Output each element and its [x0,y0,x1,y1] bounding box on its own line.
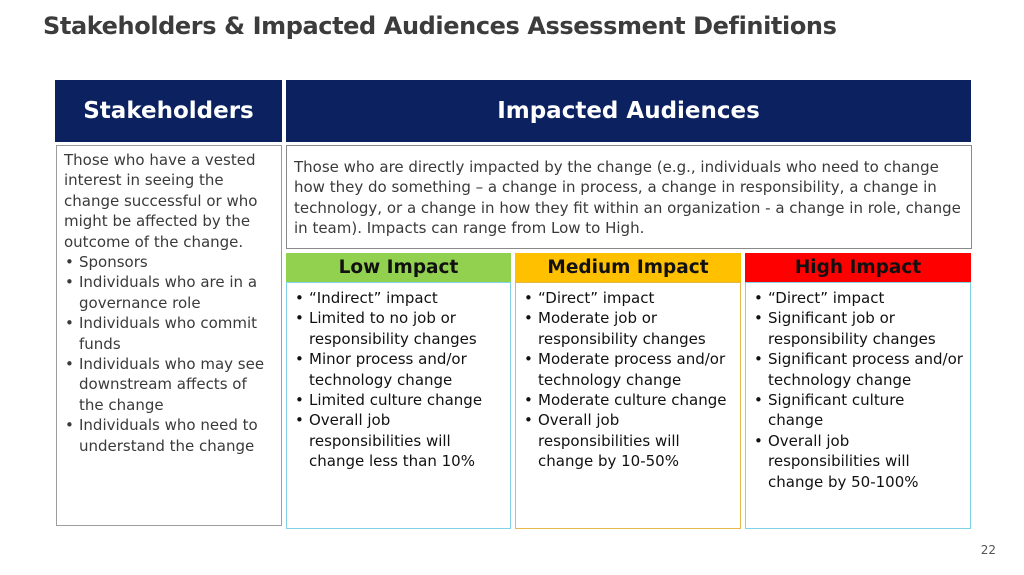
list-item: Limited to no job or responsibility chan… [294,308,504,349]
list-item: Individuals who are in a governance role [64,272,275,313]
medium-impact-list: “Direct” impact Moderate job or responsi… [523,288,734,472]
list-item: Significant job or responsibility change… [753,308,964,349]
low-impact-list: “Indirect” impact Limited to no job or r… [294,288,504,472]
list-item: Individuals who commit funds [64,313,275,354]
stakeholders-intro: Those who have a vested interest in seei… [64,151,258,251]
high-impact-box: “Direct” impact Significant job or respo… [745,282,971,529]
medium-impact-box: “Direct” impact Moderate job or responsi… [515,282,741,529]
list-item: Limited culture change [294,390,504,411]
list-item: Moderate job or responsibility changes [523,308,734,349]
impacted-audiences-description: Those who are directly impacted by the c… [286,145,972,249]
high-impact-header: High Impact [745,253,971,282]
list-item: Minor process and/or technology change [294,349,504,390]
list-item: Overall job responsibilities will change… [523,410,734,471]
list-item: Moderate culture change [523,390,734,411]
stakeholders-definition-box: Those who have a vested interest in seei… [56,145,282,526]
impacted-audiences-header: Impacted Audiences [286,80,971,142]
low-impact-box: “Indirect” impact Limited to no job or r… [286,282,511,529]
list-item: Individuals who need to understand the c… [64,415,275,456]
page-title: Stakeholders & Impacted Audiences Assess… [43,12,837,40]
high-impact-list: “Direct” impact Significant job or respo… [753,288,964,492]
list-item: Individuals who may see downstream affec… [64,354,275,415]
list-item: “Direct” impact [753,288,964,309]
stakeholders-list: Sponsors Individuals who are in a govern… [64,252,275,456]
list-item: “Direct” impact [523,288,734,309]
page-number: 22 [980,543,996,557]
low-impact-header: Low Impact [286,253,511,282]
list-item: Sponsors [64,252,275,273]
stakeholders-header: Stakeholders [55,80,282,142]
impacted-audiences-header-label: Impacted Audiences [497,98,760,124]
list-item: Significant culture change [753,390,964,431]
stakeholders-header-label: Stakeholders [83,98,254,124]
list-item: Moderate process and/or technology chang… [523,349,734,390]
medium-impact-header: Medium Impact [515,253,741,282]
list-item: “Indirect” impact [294,288,504,309]
list-item: Overall job responsibilities will change… [753,431,964,492]
list-item: Overall job responsibilities will change… [294,410,504,471]
list-item: Significant process and/or technology ch… [753,349,964,390]
